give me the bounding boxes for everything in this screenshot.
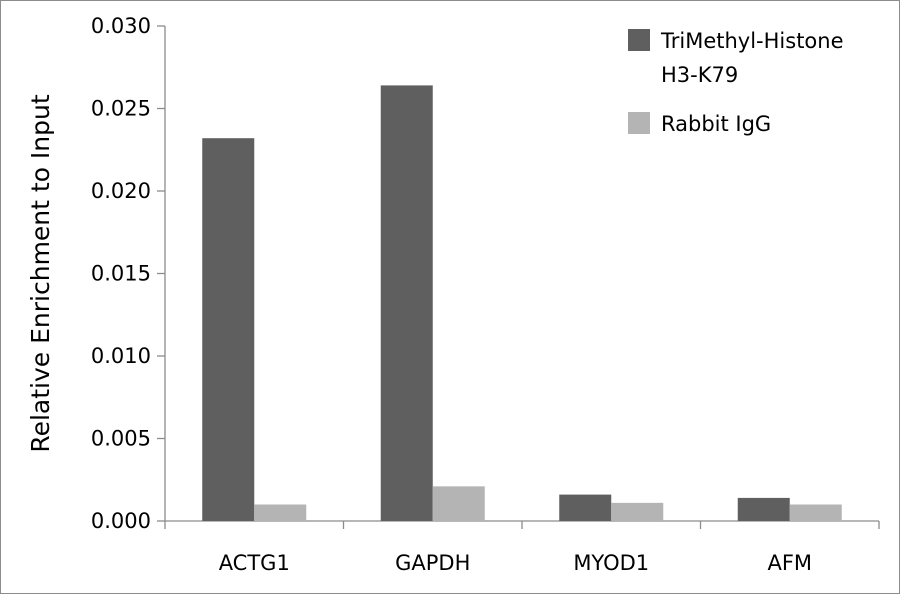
legend-swatch	[628, 29, 650, 51]
legend-label: Rabbit IgG	[661, 112, 771, 136]
x-category-label: AFM	[767, 551, 812, 575]
y-tick-label: 0.015	[91, 262, 151, 286]
x-category-label: ACTG1	[219, 551, 290, 575]
y-tick-label: 0.030	[91, 14, 151, 38]
y-ticks: 0.000 0.005 0.010 0.015 0.020 0.025 0.030	[91, 14, 165, 533]
y-tick-label: 0.025	[91, 97, 151, 121]
y-tick-label: 0.020	[91, 179, 151, 203]
bars	[202, 85, 842, 522]
bar-igg-myod1	[611, 502, 664, 521]
axes	[164, 26, 879, 522]
legend-swatch	[628, 112, 650, 134]
x-ticks	[164, 521, 880, 529]
x-category-label: GAPDH	[395, 551, 470, 575]
bar-trimethyl-myod1	[559, 494, 612, 521]
bar-trimethyl-gapdh	[380, 85, 433, 522]
bar-trimethyl-afm	[737, 497, 790, 521]
x-category-label: MYOD1	[573, 551, 649, 575]
bar-igg-actg1	[254, 504, 307, 521]
legend: TriMethyl-Histone H3-K79 Rabbit IgG	[628, 29, 844, 136]
y-tick-label: 0.010	[91, 344, 151, 368]
category-labels: ACTG1 GAPDH MYOD1 AFM	[219, 551, 812, 575]
y-tick-label: 0.005	[91, 427, 151, 451]
bar-igg-afm	[789, 504, 842, 521]
y-axis-title: Relative Enrichment to Input	[26, 94, 55, 453]
y-tick-label: 0.000	[91, 509, 151, 533]
bar-igg-gapdh	[432, 486, 485, 521]
bar-trimethyl-actg1	[202, 138, 255, 521]
legend-label: H3-K79	[661, 63, 738, 87]
legend-label: TriMethyl-Histone	[660, 29, 844, 53]
